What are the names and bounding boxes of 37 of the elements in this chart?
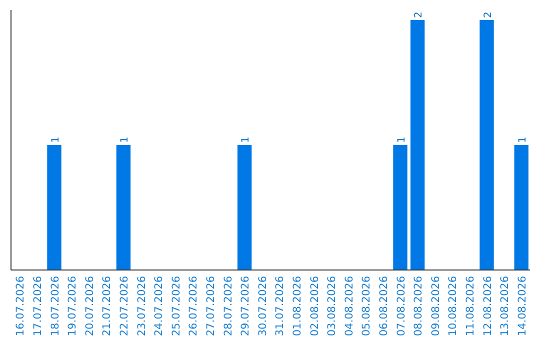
x-tick-label: 09.08.2026 — [430, 276, 442, 336]
x-tick-label: 08.08.2026 — [412, 276, 425, 336]
x-tick-label: 27.07.2026 — [204, 276, 217, 336]
data-label: 1 — [396, 136, 408, 143]
x-tick-label: 23.07.2026 — [136, 276, 148, 336]
x-tick-label: 20.07.2026 — [84, 276, 96, 336]
x-tick-label: 01.08.2026 — [291, 276, 304, 336]
x-tick-label: 19.07.2026 — [66, 276, 79, 336]
x-tick-label: 17.07.2026 — [32, 276, 44, 336]
x-tick-label: 26.07.2026 — [188, 276, 200, 336]
data-label: 1 — [119, 136, 130, 143]
x-tick-label: 12.08.2026 — [482, 276, 494, 336]
x-tick-label: 03.08.2026 — [326, 276, 338, 336]
data-label: 2 — [482, 12, 494, 18]
x-tick-label: 10.08.2026 — [447, 276, 460, 336]
x-tick-label: 04.08.2026 — [343, 276, 356, 336]
x-tick-label: 14.08.2026 — [516, 276, 528, 336]
x-tick-label: 18.07.2026 — [49, 276, 62, 336]
x-tick-label: 05.08.2026 — [360, 276, 373, 336]
x-tick-label: 29.07.2026 — [240, 276, 252, 336]
x-tick-label: 07.08.2026 — [395, 276, 408, 336]
x-tick-label: 24.07.2026 — [153, 276, 166, 336]
x-tick-label: 21.07.2026 — [101, 276, 114, 336]
x-tick-label: 02.08.2026 — [308, 276, 321, 336]
x-tick-label: 31.07.2026 — [274, 276, 286, 336]
x-tick-label: 25.07.2026 — [170, 276, 182, 336]
data-label: 1 — [50, 136, 62, 143]
data-label: 2 — [414, 12, 425, 18]
x-tick-label: 13.08.2026 — [499, 276, 512, 336]
x-tick-label: 22.07.2026 — [118, 276, 130, 336]
data-label: 1 — [517, 136, 528, 143]
x-tick-label: 16.07.2026 — [14, 276, 27, 336]
data-label: 1 — [240, 136, 252, 143]
x-tick-label: 11.08.2026 — [464, 276, 476, 336]
x-tick-label: 30.07.2026 — [256, 276, 269, 336]
x-tick-label: 06.08.2026 — [378, 276, 390, 336]
x-tick-label: 28.07.2026 — [222, 276, 234, 336]
